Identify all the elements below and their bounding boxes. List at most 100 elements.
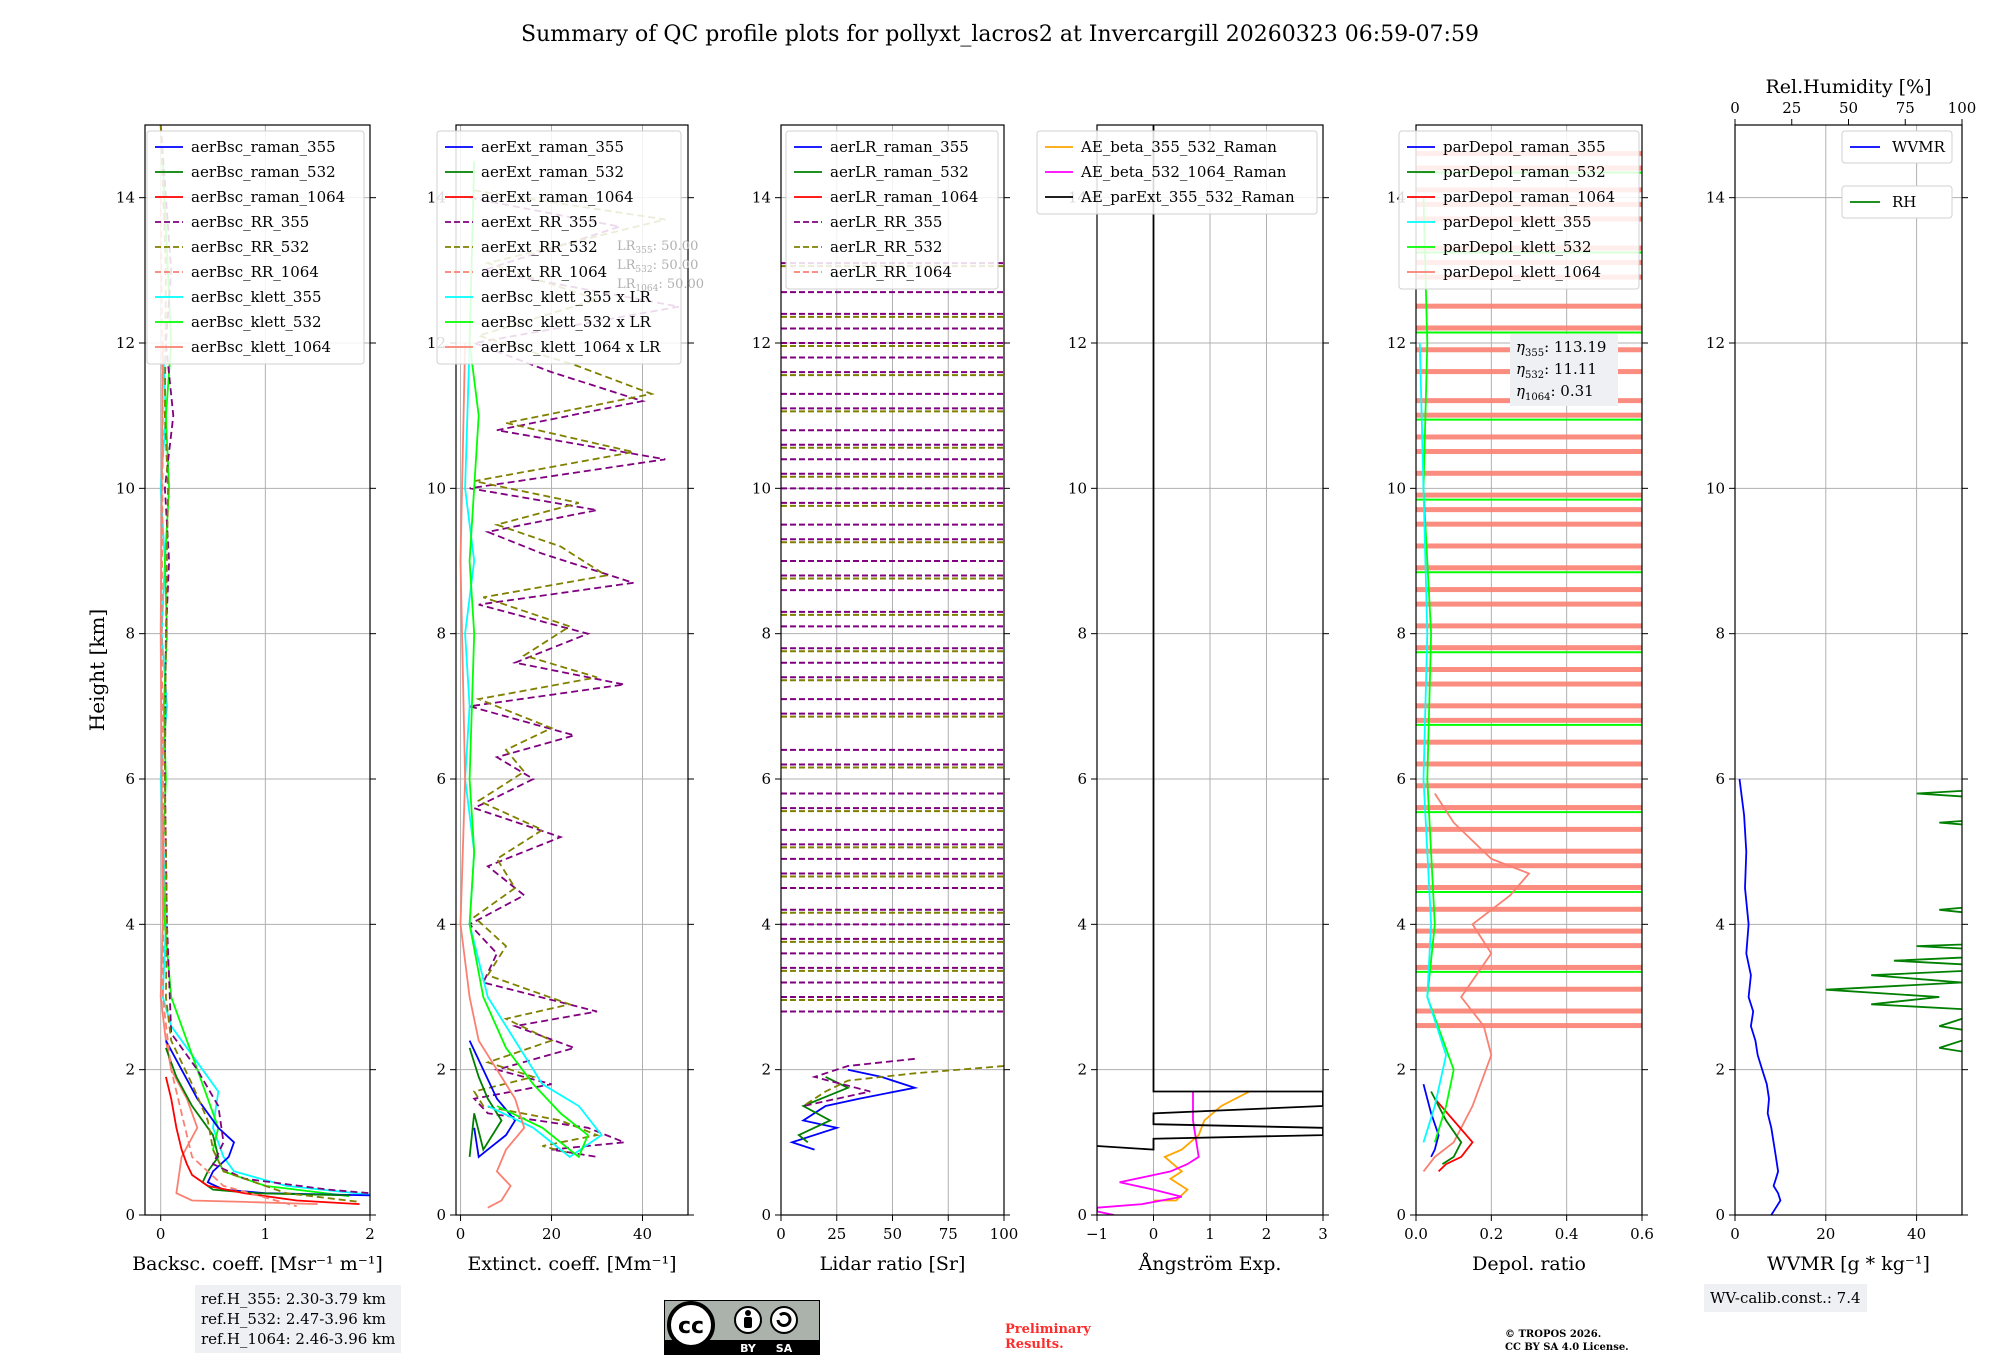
x-tick-label: 2 — [365, 1225, 375, 1243]
cc-circle-icon — [667, 1301, 715, 1349]
y-tick-label: 12 — [752, 334, 771, 352]
x-tick-label: 1 — [1205, 1225, 1215, 1243]
rh-top-xlabel: Rel.Humidity [%] — [1765, 76, 1931, 98]
y-tick-label: 6 — [1396, 770, 1406, 788]
lidar_ratio-data — [781, 262, 1004, 1151]
y-tick-label: 10 — [752, 479, 771, 497]
x-tick-label: 40 — [633, 1225, 652, 1243]
x-tick-label: 0 — [456, 1225, 466, 1243]
y-tick-label: 4 — [1396, 915, 1406, 933]
y-tick-label: 0 — [125, 1206, 135, 1224]
depol-spike — [1416, 928, 1642, 934]
legend-label: aerLR_raman_532 — [830, 163, 969, 181]
legend-label: AE_beta_532_1064_Raman — [1080, 163, 1287, 181]
y-tick-label: 0 — [1396, 1206, 1406, 1224]
depol-spike — [1416, 906, 1642, 912]
series-pardepol-raman-532 — [1430, 1091, 1463, 1165]
legend-label: parDepol_raman_1064 — [1443, 188, 1615, 206]
preliminary-line-2: Results. — [1005, 1337, 1064, 1352]
depol-spike — [1416, 826, 1642, 832]
legend-label: aerBsc_klett_355 x LR — [481, 288, 652, 306]
depol-spike — [1416, 717, 1642, 723]
y-tick-label: 4 — [436, 915, 446, 933]
series-aerext-rr-532 — [472, 189, 666, 1155]
depol-spike — [1416, 543, 1642, 549]
lidar_ratio-xlabel: Lidar ratio [Sr] — [820, 1253, 966, 1275]
depol-spike — [1416, 434, 1642, 440]
top-x-tick-label: 75 — [1896, 99, 1915, 117]
x-tick-label: 20 — [542, 1225, 561, 1243]
series-pardepol-raman-1064 — [1434, 1098, 1474, 1173]
top-x-tick-label: 0 — [1730, 99, 1740, 117]
series-aerbsc-klett-1064-x-lr — [459, 342, 526, 1209]
legend-label: parDepol_klett_1064 — [1443, 263, 1601, 281]
lidar_ratio-legend: aerLR_raman_355 aerLR_raman_532 aerLR_rama… — [785, 130, 999, 290]
legend-label: aerBsc_klett_1064 — [191, 338, 331, 356]
x-tick-label: 1 — [261, 1225, 271, 1243]
x-tick-label: 0 — [776, 1225, 786, 1243]
series-aerbsc-rr-1064 — [159, 197, 297, 1208]
depol-spike — [1416, 325, 1642, 331]
wvmr-frame — [1734, 124, 1963, 1216]
depol-spike — [1416, 1008, 1642, 1014]
x-tick-label: 25 — [827, 1225, 846, 1243]
wv-calib-const: WV-calib.const.: 7.4 — [1710, 1289, 1861, 1307]
legend-label: aerBsc_klett_532 — [191, 313, 322, 331]
series-wvmr — [1738, 778, 1782, 1215]
y-tick-label: 8 — [1077, 625, 1087, 643]
backscatter-xlabel: Backsc. coeff. [Msr⁻¹ m⁻¹] — [132, 1253, 383, 1275]
depol-spike — [1416, 964, 1642, 970]
x-tick-label: −1 — [1086, 1225, 1108, 1243]
depol-spike — [1416, 303, 1642, 309]
extinction-xlabel: Extinct. coeff. [Mm⁻¹] — [467, 1253, 676, 1275]
series-pardepol-klett-355 — [1418, 342, 1448, 1143]
preliminary-line-1: Preliminary — [1005, 1322, 1091, 1337]
depol-spike — [1416, 703, 1642, 709]
depol-spike — [1416, 492, 1642, 498]
cc-text: cc — [678, 1314, 704, 1339]
legend-label: aerExt_raman_1064 — [481, 188, 634, 206]
y-tick-label: 12 — [1387, 334, 1406, 352]
y-tick-label: 2 — [125, 1061, 135, 1079]
series-aerext-raman-532 — [468, 1047, 503, 1157]
series-aerbsc-rr-355 — [159, 125, 370, 1195]
depolarization-legend: parDepol_raman_355 parDepol_raman_532 parD… — [1398, 130, 1640, 290]
extinction-data — [459, 161, 680, 1209]
lidar_ratio-panel: 0 25 50 75 100 0 2 4 6 8 10 12 14 Lidar ratio [Sr] aer… — [752, 124, 1018, 1275]
legend-box — [1841, 185, 1953, 219]
depol-spike — [1416, 601, 1642, 607]
series-aerlr-rr-355 — [803, 1057, 915, 1107]
x-tick-label: 0.2 — [1479, 1225, 1503, 1243]
y-tick-label: 4 — [125, 915, 135, 933]
series-aerlr-raman-532 — [797, 1076, 851, 1144]
lr-label: LR532: 50.00 — [617, 258, 698, 275]
backscatter-data — [159, 125, 370, 1208]
depol-spike — [1416, 863, 1642, 869]
ref-height-box: ref.H_355: 2.30-3.79 km ref.H_532: 2.47-… — [195, 1285, 402, 1353]
legend-label: aerLR_raman_355 — [830, 138, 969, 156]
y-axis-label: Height [km] — [85, 609, 109, 731]
depol-spike — [1416, 412, 1642, 418]
legend-label: aerLR_RR_532 — [830, 238, 942, 256]
y-tick-label: 12 — [1706, 334, 1725, 352]
x-tick-label: 75 — [939, 1225, 958, 1243]
y-tick-label: 8 — [1396, 625, 1406, 643]
y-tick-label: 2 — [1077, 1061, 1087, 1079]
depolarization-data — [1416, 151, 1642, 1173]
series-aerbsc-klett-1064 — [159, 342, 318, 1205]
series-aerbsc-klett-355-x-lr — [464, 342, 603, 1159]
legend-label: aerBsc_klett_355 — [191, 288, 322, 306]
y-tick-label: 8 — [1715, 625, 1725, 643]
y-tick-label: 10 — [1387, 479, 1406, 497]
depol-spike — [1416, 623, 1642, 629]
legend-label: aerExt_raman_532 — [481, 163, 624, 181]
legend-box — [436, 130, 682, 365]
series-aerlr-rr-532 — [802, 1065, 1004, 1107]
copyright-line-2: CC BY SA 4.0 License. — [1505, 1342, 1629, 1353]
series-aerbsc-klett-532-x-lr — [468, 161, 589, 1159]
x-tick-label: 40 — [1907, 1225, 1926, 1243]
wv-calib-box: WV-calib.const.: 7.4 — [1704, 1284, 1867, 1312]
